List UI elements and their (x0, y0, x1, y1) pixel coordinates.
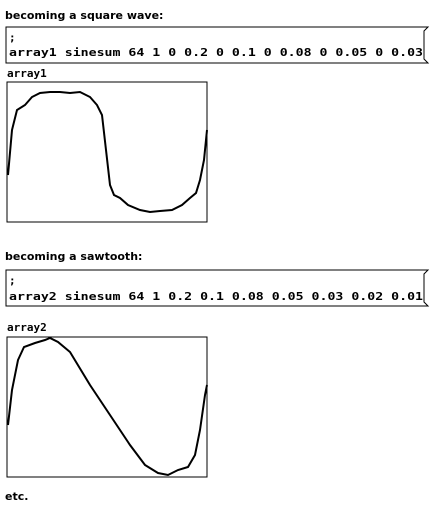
comment: becoming a sawtooth: (5, 250, 142, 263)
message-text: ; (9, 274, 16, 287)
array-label: array1 (7, 67, 47, 80)
waveform (7, 90, 208, 214)
array-label: array2 (7, 321, 47, 334)
waveform (7, 336, 208, 477)
message-text: array1 sinesum 64 1 0 0.2 0 0.1 0 0.08 0… (9, 46, 423, 59)
comment: etc. (5, 490, 28, 503)
message-box[interactable] (5, 269, 430, 307)
message-box[interactable] (5, 26, 430, 64)
message-text: ; (9, 31, 16, 44)
message-text: array2 sinesum 64 1 0.2 0.1 0.08 0.05 0.… (9, 290, 423, 303)
comment: becoming a square wave: (5, 9, 163, 22)
array-graph[interactable] (6, 336, 208, 478)
